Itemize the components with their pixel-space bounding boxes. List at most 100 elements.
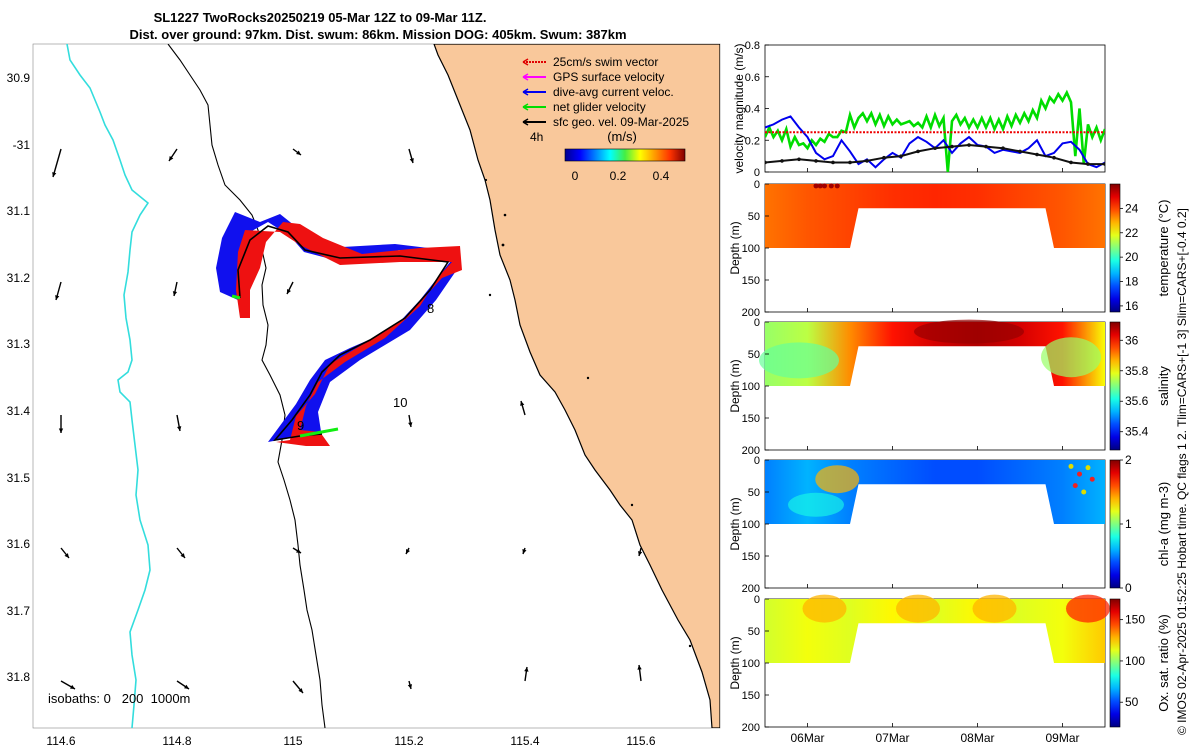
profile-panel-ox: 0 50 100 150 200 Depth (m) 50 100 150 Ox. sat. ra… [728, 594, 1171, 734]
lon-tick: 115.2 [394, 734, 423, 748]
isobath-200m [66, 44, 151, 728]
profile-field [765, 322, 1105, 386]
sfc-velocity-arrow [407, 680, 413, 690]
colorbar-tick: 0 [1125, 581, 1132, 595]
depth-ylabel: Depth (m) [728, 221, 742, 274]
series-point [1103, 162, 1105, 166]
day-label-9: 9 [297, 418, 304, 433]
profile-field [765, 599, 1105, 663]
series-point [831, 160, 835, 165]
sfc-velocity-arrow [60, 680, 76, 690]
isobaths-label: isobaths: 0 200 1000m [48, 691, 190, 706]
depth-tick: 0 [754, 455, 760, 467]
series-point [765, 160, 767, 165]
colorbar-tick: 100 [1125, 654, 1145, 668]
sfc-velocity-arrow [524, 666, 529, 682]
colorbar [1109, 459, 1121, 589]
colorbar-tick: 20 [1125, 250, 1139, 264]
colorbar-label: Ox. sat. ratio (%) [1156, 614, 1171, 712]
lat-tick: 31.6 [7, 537, 31, 551]
sfc-velocity-arrow [176, 547, 186, 559]
colorbar-tick: 16 [1125, 299, 1139, 313]
lat-tick: 31.7 [7, 604, 31, 618]
speed-colorbar [564, 148, 686, 162]
velocity-ytick: 0.4 [745, 104, 760, 116]
lat-tick: 31.1 [7, 204, 31, 218]
lon-tick: 115.6 [626, 734, 655, 748]
oxygen-patch [896, 594, 940, 623]
colorbar-tick-02: 0.2 [610, 169, 627, 183]
colorbar [1109, 598, 1121, 728]
lat-tick: 31.2 [7, 271, 31, 285]
colorbar-tick: 35.8 [1125, 364, 1149, 378]
title-line2: Dist. over ground: 97km. Dist. swum: 86k… [129, 27, 626, 42]
legend-item: 25cm/s swim vector [522, 55, 658, 69]
time-axis: 06Mar 07Mar 08Mar 09Mar [790, 731, 1079, 745]
legend-arrowhead [522, 103, 529, 111]
depth-tick: 50 [748, 211, 760, 223]
profile-panel-salinity: 0 50 100 150 200 Depth (m) 35.4 35.6 35.8 36 salin… [728, 317, 1171, 457]
coastal-islets [484, 178, 692, 648]
colorbar-label: temperature (°C) [1156, 200, 1171, 297]
track-mean-line [237, 225, 450, 442]
colorbar-tick: 35.6 [1125, 394, 1149, 408]
series-point [814, 159, 818, 163]
lat-tick: 31.5 [7, 471, 31, 485]
title-line1: SL1227 TwoRocks20250219 05-Mar 12Z to 09… [154, 10, 487, 25]
depth-tick: 100 [742, 243, 760, 255]
sfc-geo-velocity-arrows [52, 148, 643, 694]
salinity-patch [759, 342, 839, 379]
sfc-velocity-arrow [637, 547, 643, 557]
series-point [950, 144, 954, 149]
series-point [848, 160, 852, 165]
salinity-patch [914, 319, 1024, 344]
colorbar-tick-0: 0 [572, 169, 579, 183]
time-tick-09mar: 09Mar [1045, 731, 1079, 745]
colorbar-label: salinity [1156, 366, 1171, 406]
side-note: © IMOS 02-Apr-2025 01:52:25 Hobart time.… [1175, 208, 1189, 735]
chl-point [1077, 471, 1082, 477]
depth-tick: 100 [742, 381, 760, 393]
sfc-velocity-arrow [176, 414, 182, 432]
time-tick-08mar: 08Mar [960, 731, 994, 745]
legend-label: sfc geo. vel. 09-Mar-2025 [553, 115, 689, 129]
chl-patch [788, 492, 844, 517]
depth-ylabel: Depth (m) [728, 359, 742, 412]
velocity-ytick: 0 [754, 167, 760, 179]
legend-item: sfc geo. vel. 09-Mar-2025 [522, 115, 689, 129]
lat-tick: 31.8 [7, 670, 31, 684]
oxygen-patch [802, 594, 847, 623]
legend-label: dive-avg current veloc. [553, 85, 674, 99]
velocity-ytick: 0.8 [745, 40, 760, 52]
depth-ylabel: Depth (m) [728, 497, 742, 550]
depth-tick: 50 [748, 487, 760, 499]
map-lat-axis: 30.9 -31 31.1 31.2 31.3 31.4 31.5 31.6 3… [7, 71, 31, 684]
temp-hot-point [813, 183, 819, 189]
colorbar-tick: 24 [1125, 201, 1139, 215]
series-point [967, 143, 971, 147]
profile-panel-chl-a: 0 50 100 150 200 Depth (m) 0 1 2 chl-a (mg m-3) [728, 453, 1171, 595]
colorbar-tick: 22 [1125, 226, 1139, 240]
track-green-start [231, 294, 241, 300]
legend-arrowhead [522, 58, 529, 66]
isobath-1000m [167, 44, 326, 728]
series-point [916, 149, 920, 154]
chl-point [1068, 463, 1074, 469]
sfc-velocity-arrow [520, 400, 526, 416]
colorbar-tick: 18 [1125, 275, 1139, 289]
map-lon-axis: 114.6 114.8 115 115.2 115.4 115.6 [46, 734, 655, 748]
oxygen-patch [972, 594, 1017, 623]
sfc-velocity-arrow [292, 680, 304, 694]
oxygen-patch [1066, 594, 1110, 623]
colorbar-tick: 2 [1125, 453, 1132, 467]
sfc-velocity-arrow [58, 415, 64, 433]
series-point [933, 146, 937, 150]
depth-tick: 50 [748, 626, 760, 638]
lat-tick: -31 [13, 138, 31, 152]
track-green-segment [299, 427, 339, 438]
series-point [1086, 162, 1090, 166]
depth-tick: 150 [742, 413, 760, 425]
chl-point [1081, 489, 1087, 495]
